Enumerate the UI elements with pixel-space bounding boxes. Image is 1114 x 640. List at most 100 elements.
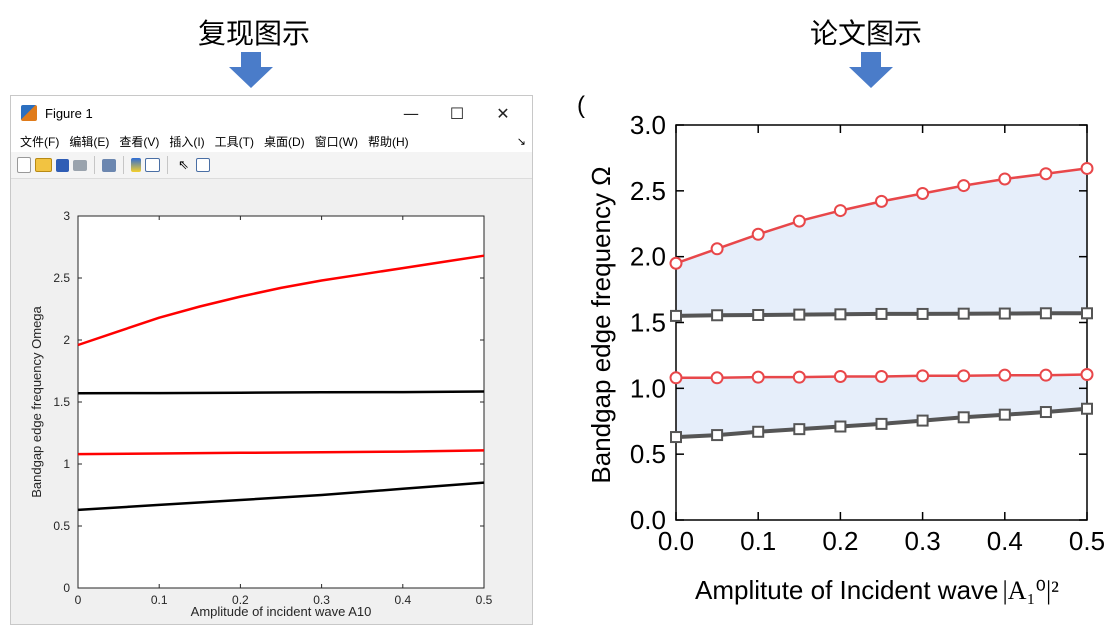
open-file-icon[interactable] [35,158,52,172]
y-tick-label: 1.5 [630,308,666,338]
y-tick-label: 1.5 [53,395,70,409]
square-marker [957,307,970,320]
save-icon[interactable] [56,158,69,172]
menu-edit[interactable]: 编辑(E) [69,134,110,149]
square-marker [793,423,806,436]
y-tick-label: 1 [63,457,70,471]
toolbar-separator [123,156,124,174]
title-bar[interactable]: Figure 1 — ☐ ✕ [11,96,532,130]
toolbar-separator [167,156,168,174]
menu-window[interactable]: 窗口(W) [314,134,358,149]
menu-insert[interactable]: 插入(I) [169,134,205,149]
legend-icon[interactable] [145,158,160,172]
y-tick-label: 2 [63,333,70,347]
colorbar-icon[interactable] [131,158,141,172]
circle-marker [669,371,683,385]
maximize-button[interactable]: ☐ [449,103,465,123]
x-tick-label: 0.3 [313,593,330,607]
circle-marker [833,204,847,218]
circle-marker [957,179,971,193]
y-tick-label: 0.5 [630,439,666,469]
x-tick-label: 0.1 [151,593,168,607]
circle-marker [1080,368,1094,382]
circle-marker [833,369,847,383]
menu-desktop[interactable]: 桌面(D) [263,134,305,149]
circle-marker [916,369,930,383]
toolbar-separator [94,156,95,174]
y-tick-label: 0.5 [53,519,70,533]
x-tick-label: 0.5 [476,593,493,607]
minimize-button[interactable]: — [403,103,419,123]
x-tick-label: 0.1 [740,526,776,556]
y-axis-label: Bandgap edge frequency Omega [29,305,44,497]
pointer-icon[interactable]: ⇖ [178,157,189,172]
circle-marker [751,370,765,384]
matlab-line-chart: 0 0.5 1 1.5 2 2.5 3 0 0.1 0.2 0.3 0.4 0.5 Amplitude… [29,209,493,619]
circle-marker [792,370,806,384]
circle-marker [957,369,971,383]
circle-marker [1039,368,1053,382]
print-icon[interactable] [73,159,87,171]
square-marker [1039,406,1052,419]
y-tick-label: 3 [63,209,70,223]
circle-marker [792,214,806,228]
y-tick-label: 3.0 [630,110,666,140]
square-marker [875,417,888,430]
y-tick-label: 0 [63,581,70,595]
square-marker [1039,307,1052,320]
square-marker [752,425,765,438]
plot-axes-box [77,215,485,589]
y-tick-label: 1.0 [630,373,666,403]
square-marker [752,308,765,321]
window-title: Figure 1 [45,105,93,121]
square-marker [1081,402,1093,415]
menu-dock-icon[interactable]: ↘ [516,135,526,148]
square-marker [916,414,929,427]
y-axis-label: Bandgap edge frequency Ω [586,166,616,483]
menu-view[interactable]: 查看(V) [119,134,160,149]
y-tick-label: 2.5 [53,271,70,285]
caption-paper: 论文图示 [809,17,922,50]
down-arrow-right-icon [849,52,893,88]
x-tick-label: 0.2 [822,526,858,556]
square-marker [670,309,682,322]
circle-marker [875,194,888,208]
property-inspector-icon[interactable] [196,158,210,172]
y-tick-label: 0.0 [630,505,666,535]
square-marker [916,307,929,320]
matlab-plot-area: 0 0.5 1 1.5 2 2.5 3 0 0.1 0.2 0.3 0.4 0.5 Amplitude… [11,180,532,624]
circle-marker [998,368,1012,382]
menu-help[interactable]: 帮助(H) [367,134,409,149]
close-button[interactable]: ✕ [496,103,510,123]
panel-label: ( [577,95,585,119]
lower-bandgap-region [676,374,1087,438]
circle-marker [669,256,683,270]
menu-tools[interactable]: 工具(T) [214,134,254,149]
x-tick-label: 0.4 [987,526,1023,556]
toolbar: ⇖ [11,152,532,179]
square-marker [711,309,724,322]
matlab-logo-icon [21,105,37,121]
x-axis-label: Amplitude of incident wave A10 [191,604,372,619]
x-tick-label: 0.3 [905,526,941,556]
menu-file[interactable]: 文件(F) [20,134,60,149]
circle-marker [875,369,888,383]
square-marker [998,408,1011,421]
square-marker [711,429,724,442]
paper-line-chart: ( 0.0 0.5 1.0 1.5 2.0 2.5 3.0 0.0 0.1 0.2 0.3 0.4 0… [577,92,1105,605]
new-figure-icon[interactable] [17,157,31,173]
y-tick-label: 2.5 [630,176,666,206]
circle-marker [998,172,1012,186]
circle-marker [751,227,765,241]
square-marker [670,431,682,444]
x-axis-label: Amplitute of Incident wave |A₁⁰|² [695,575,1059,605]
x-tick-label: 0.0 [658,526,694,556]
x-tick-label: 0 [75,593,82,607]
link-plot-icon[interactable] [102,158,116,172]
caption-reproduced: 复现图示 [197,17,310,50]
square-marker [1081,307,1093,320]
x-tick-label: 0.5 [1069,526,1105,556]
square-marker [834,420,847,433]
circle-marker [1039,167,1053,181]
matlab-figure-window: Figure 1 — ☐ ✕ 文件(F) 编辑(E) 查看(V) 插入(I) 工… [10,95,533,625]
